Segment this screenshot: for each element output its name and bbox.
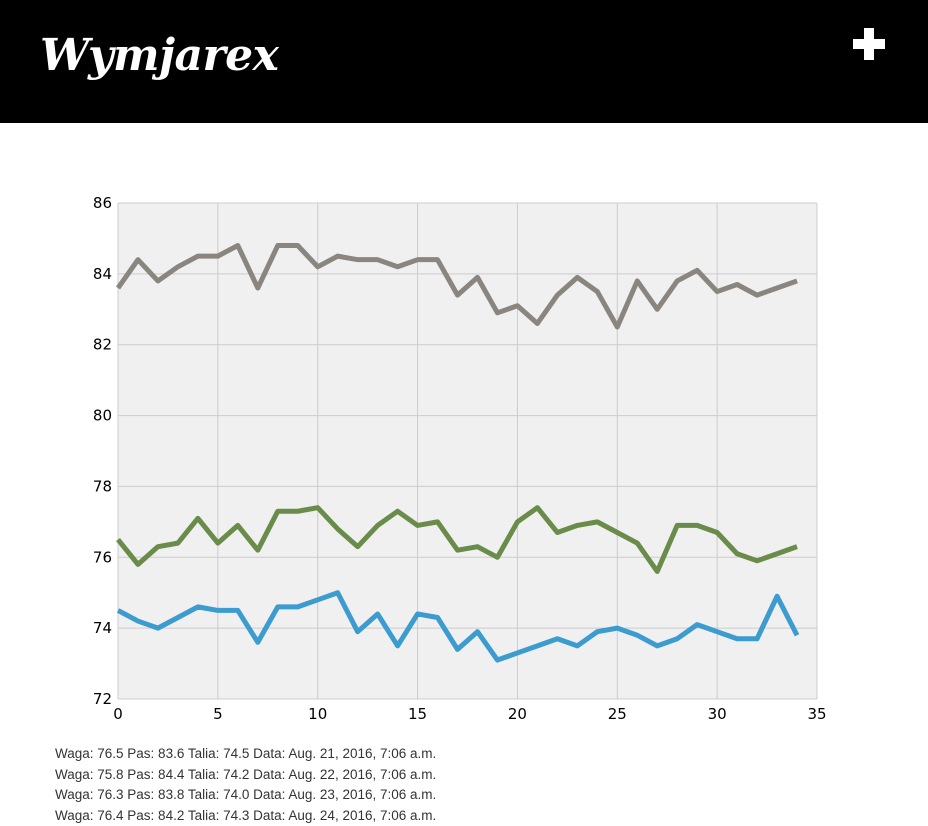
add-entry-button[interactable]: [848, 24, 890, 66]
measurements-chart: 0 5 10 15 20 25 30 35 72 74 76 78 80 82 84 86: [0, 190, 928, 730]
plot-area: [118, 203, 817, 699]
brand-logo[interactable]: Wymjarex: [40, 34, 278, 78]
x-tick-label: 15: [408, 705, 427, 723]
x-tick-label: 25: [608, 705, 627, 723]
entry-row: Waga: 75.8 Pas: 84.4 Talia: 74.2 Data: A…: [55, 765, 436, 786]
x-tick-label: 30: [708, 705, 727, 723]
y-tick-label: 80: [93, 407, 112, 425]
x-tick-label: 20: [508, 705, 527, 723]
y-tick-label: 72: [93, 690, 112, 708]
y-tick-label: 74: [93, 619, 112, 637]
x-tick-label: 5: [213, 705, 223, 723]
y-tick-label: 76: [93, 548, 112, 566]
x-tick-label: 10: [308, 705, 327, 723]
y-tick-label: 86: [93, 194, 112, 212]
entry-row: Waga: 76.4 Pas: 84.2 Talia: 74.3 Data: A…: [55, 806, 436, 826]
y-tick-label: 78: [93, 477, 112, 495]
y-tick-label: 84: [93, 265, 112, 283]
entry-row: Waga: 76.3 Pas: 83.8 Talia: 74.0 Data: A…: [55, 785, 436, 806]
x-tick-label: 0: [113, 705, 123, 723]
app-header: Wymjarex: [0, 0, 928, 123]
entries-list: Waga: 76.5 Pas: 83.6 Talia: 74.5 Data: A…: [55, 744, 436, 826]
y-tick-label: 82: [93, 336, 112, 354]
x-tick-label: 35: [807, 705, 826, 723]
entry-row: Waga: 76.5 Pas: 83.6 Talia: 74.5 Data: A…: [55, 744, 436, 765]
